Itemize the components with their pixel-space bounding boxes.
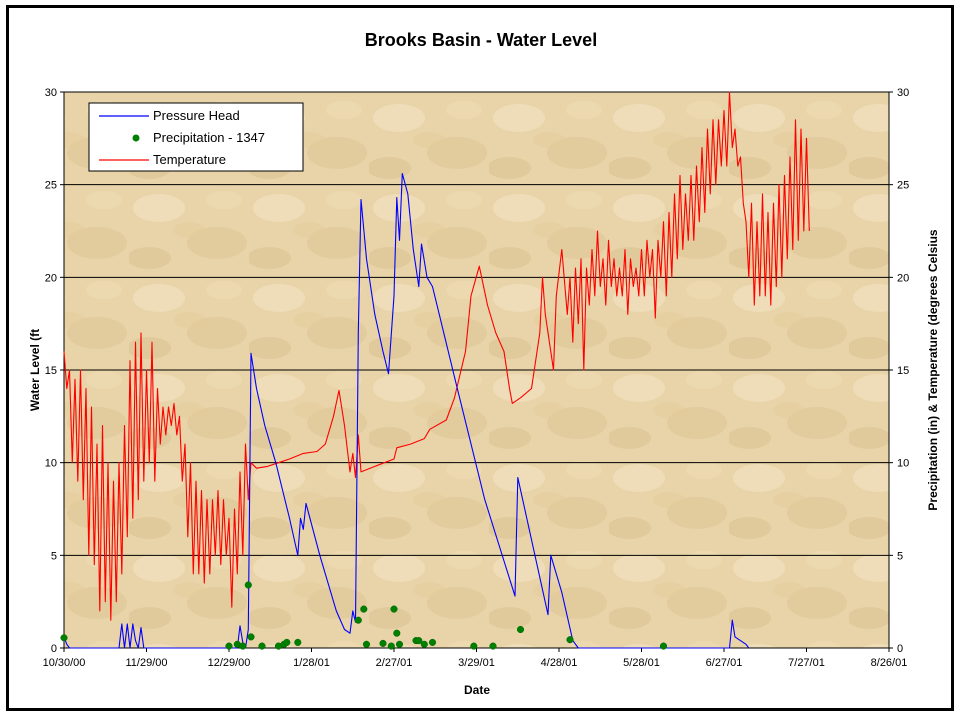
- precipitation-marker: [362, 640, 371, 648]
- precipitation-marker: [470, 642, 478, 650]
- left-tick-label: 10: [45, 458, 57, 470]
- y-axis-title: Water Level (ft: [28, 329, 42, 411]
- legend-label-precipitation: Precipitation - 1347: [153, 130, 265, 145]
- precipitation-marker: [354, 616, 362, 624]
- x-tick-label: 7/27/01: [788, 657, 825, 669]
- x-axis-ticks: 10/30/00 11/29/00 12/29/00 1/28/01 2/27/01 3/…: [43, 648, 908, 669]
- x-tick-label: 8/26/01: [871, 657, 908, 669]
- precipitation-marker: [420, 640, 428, 648]
- left-tick-label: 25: [45, 180, 57, 192]
- precipitation-marker: [659, 642, 668, 650]
- legend-swatch-precipitation: [132, 134, 140, 142]
- precipitation-marker: [239, 642, 247, 650]
- right-tick-label: 20: [897, 272, 909, 284]
- left-tick-label: 5: [51, 550, 57, 562]
- x-tick-label: 6/27/01: [706, 657, 743, 669]
- precipitation-marker: [360, 605, 368, 613]
- precipitation-marker: [393, 629, 401, 637]
- x-tick-label: 4/28/01: [541, 657, 578, 669]
- x-tick-label: 3/29/01: [458, 657, 495, 669]
- precipitation-marker: [489, 642, 497, 650]
- right-tick-label: 10: [897, 458, 909, 470]
- right-tick-label: 0: [897, 643, 903, 655]
- x-tick-label: 2/27/01: [376, 657, 413, 669]
- precipitation-marker: [379, 639, 387, 647]
- precipitation-marker: [258, 642, 266, 650]
- precipitation-marker: [415, 637, 423, 645]
- x-tick-label: 5/28/01: [623, 657, 660, 669]
- left-axis-ticks: 0 5 10 15 20 25 30: [45, 87, 64, 655]
- series-layer: [60, 91, 810, 650]
- precipitation-marker: [566, 636, 574, 644]
- left-tick-label: 20: [45, 272, 57, 284]
- x-axis-title: Date: [464, 683, 490, 697]
- precipitation-marker: [395, 640, 404, 648]
- legend-label-pressure: Pressure Head: [153, 108, 240, 123]
- precipitation-marker: [247, 633, 255, 641]
- precipitation-marker: [60, 634, 68, 642]
- series-line-temperature: [63, 91, 810, 621]
- precipitation-marker: [283, 638, 291, 646]
- precipitation-marker: [244, 581, 252, 589]
- left-tick-label: 15: [45, 365, 57, 377]
- right-axis-ticks: 0 5 10 15 20 25 30: [889, 87, 909, 655]
- left-tick-label: 30: [45, 87, 57, 99]
- series-line-pressure-head: [63, 172, 750, 649]
- left-tick-label: 0: [51, 643, 57, 655]
- right-tick-label: 25: [897, 180, 909, 192]
- precipitation-marker: [294, 638, 302, 646]
- chart-title: Brooks Basin - Water Level: [365, 30, 597, 50]
- precipitation-marker: [387, 642, 395, 650]
- right-tick-label: 30: [897, 87, 909, 99]
- precipitation-marker: [390, 605, 398, 613]
- x-tick-label: 11/29/00: [125, 657, 167, 669]
- x-tick-label: 1/28/01: [293, 657, 330, 669]
- precipitation-marker: [225, 642, 233, 650]
- precipitation-marker: [516, 625, 525, 634]
- right-tick-label: 5: [897, 550, 903, 562]
- x-tick-label: 12/29/00: [208, 657, 251, 669]
- water-level-chart: Brooks Basin - Water Level 051015202530 …: [28, 30, 940, 697]
- right-tick-label: 15: [897, 365, 909, 377]
- chart-frame: Brooks Basin - Water Level 0 5 10 15 20 25 30 …: [6, 5, 954, 711]
- legend: Pressure Head Precipitation - 1347 Tempe…: [88, 102, 304, 172]
- precipitation-marker: [428, 638, 437, 646]
- legend-label-temperature: Temperature: [153, 152, 226, 167]
- y2-axis-title: Precipitation (in) & Temperature (degree…: [926, 229, 940, 511]
- gridlines: [64, 184, 889, 556]
- x-tick-label: 10/30/00: [43, 657, 86, 669]
